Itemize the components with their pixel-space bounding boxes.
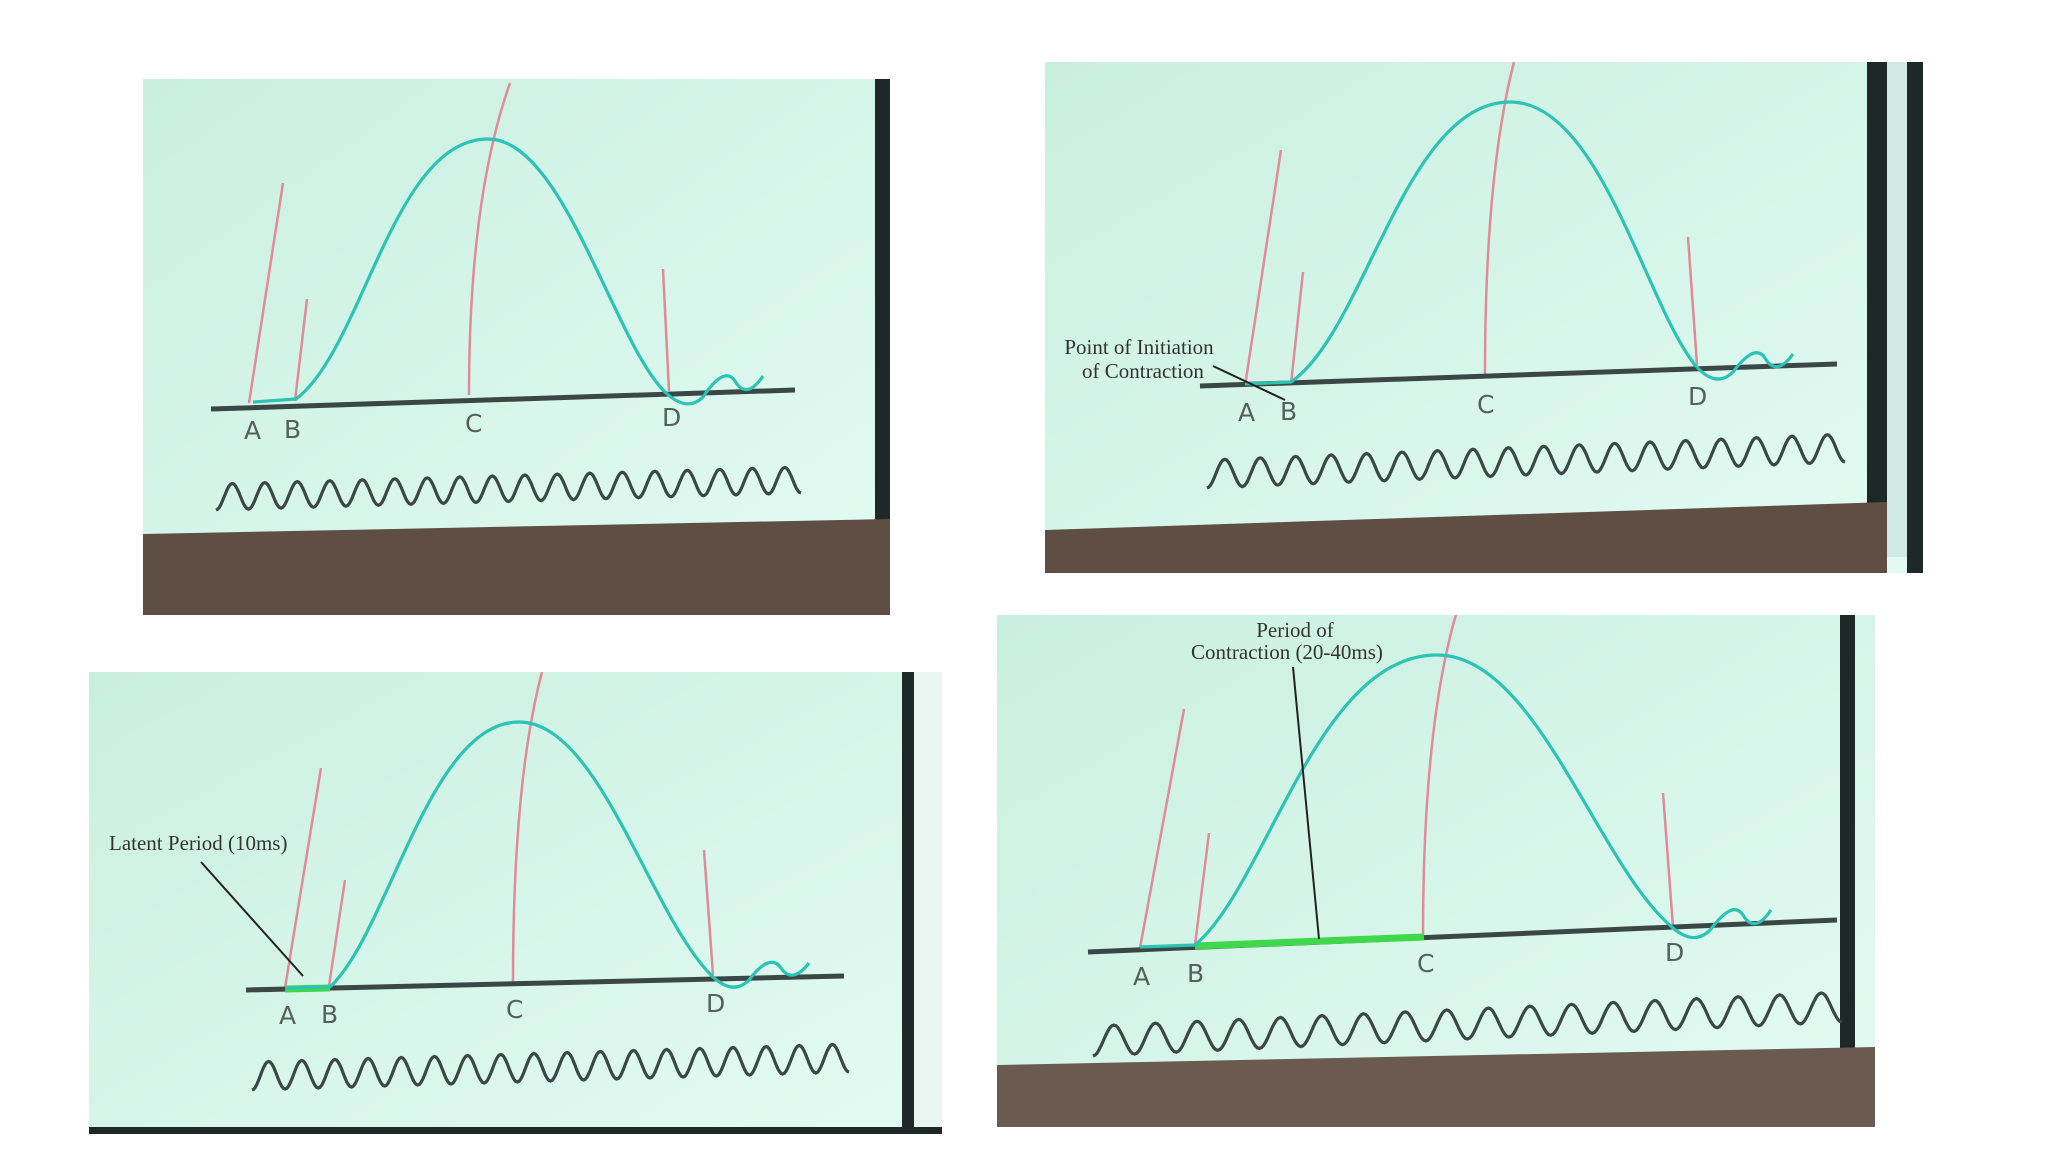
marker-b [1193,832,1211,946]
projector-screen [1045,62,1923,573]
screen-edge [1840,615,1855,1105]
twitch-diagram-2: Point of Initiation of Contraction A B C… [1045,62,1923,573]
label-d: D [662,403,681,432]
twitch-curve [252,137,765,406]
annotation-line-1: Point of Initiation [1064,335,1214,359]
floor-shadow [143,519,890,615]
label-c: C [465,409,482,438]
time-baseline [1199,361,1838,389]
marker-a [1243,149,1283,387]
marker-a [247,182,285,404]
marker-c [1483,62,1516,375]
label-c: C [1477,390,1494,419]
diagram-panel-2: Point of Initiation of Contraction A B C… [1045,62,1923,573]
floor-shadow [1045,502,1887,573]
marker-d [1686,236,1699,366]
label-d: D [1665,938,1684,967]
label-b: B [1280,397,1297,426]
time-baseline [245,973,845,993]
twitch-diagram-1: A B C D [143,79,890,615]
marker-b [327,879,347,987]
marker-c [1421,615,1458,938]
contraction-period-highlight [1194,933,1425,950]
annotation-pointer [1292,666,1320,940]
label-a: A [244,416,261,445]
label-b: B [1187,959,1204,988]
label-b: B [284,415,301,444]
twitch-diagram-4: Period of Contraction (20-40ms) A B C D [997,615,1875,1127]
screen-frame [1907,62,1923,573]
annotation-line-1: Period of [1256,618,1334,642]
annotation-line-2: Contraction (20-40ms) [1191,640,1383,664]
screen-edge [875,79,890,549]
marker-c [511,672,544,983]
marker-d [702,849,715,976]
marker-d [1661,792,1675,928]
twitch-curve [1139,653,1773,949]
diagram-panel-1: A B C D [143,79,890,615]
marker-a [1138,708,1186,949]
marker-b [1289,271,1305,385]
diagram-panel-4: Period of Contraction (20-40ms) A B C D [997,615,1875,1127]
twitch-curve [284,720,811,990]
timer-wave [251,1042,850,1092]
marker-c [467,82,512,396]
label-a: A [1238,398,1255,427]
marker-a [283,767,323,989]
annotation-pointer [1212,365,1286,401]
projector-screen [89,672,942,1134]
bottom-frame [89,1127,942,1134]
label-a: A [279,1001,296,1030]
label-a: A [1133,962,1150,991]
timer-wave [215,465,802,512]
time-baseline [210,387,796,412]
floor-shadow [997,1047,1875,1127]
screen-edge [1867,62,1887,557]
timer-wave [1206,432,1846,490]
twitch-diagram-3: Latent Period (10ms) A B C D [89,672,942,1134]
label-d: D [1688,382,1707,411]
annotation-line-1: Latent Period (10ms) [109,831,287,855]
marker-d [661,268,671,392]
marker-b [293,298,309,402]
screen-edge [902,672,914,1134]
label-b: B [321,1000,338,1029]
label-c: C [1417,949,1434,978]
timer-wave [1092,991,1843,1058]
annotation-pointer [200,861,304,977]
twitch-curve [1244,100,1795,386]
annotation-line-2: of Contraction [1082,359,1204,383]
screen-edge-light [1887,62,1907,557]
diagram-panel-3: Latent Period (10ms) A B C D [89,672,942,1134]
label-d: D [706,989,725,1018]
screen-side [914,672,942,1134]
label-c: C [506,995,523,1024]
